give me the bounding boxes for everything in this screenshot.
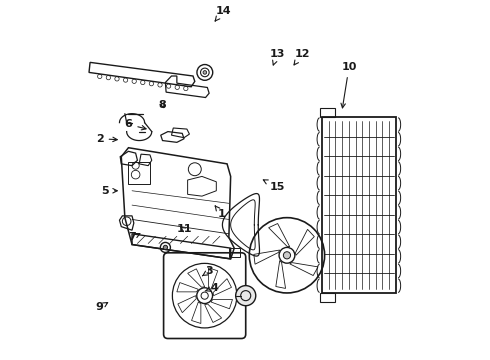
Bar	[322, 117, 395, 293]
Text: 10: 10	[341, 62, 357, 108]
Text: 2: 2	[96, 134, 117, 144]
Text: 12: 12	[294, 49, 310, 65]
Bar	[229, 248, 240, 257]
Circle shape	[163, 245, 168, 249]
Text: 11: 11	[176, 225, 192, 234]
Text: 14: 14	[215, 6, 231, 21]
Text: 9: 9	[96, 302, 108, 312]
Bar	[320, 108, 335, 117]
Text: 4: 4	[205, 283, 219, 293]
Text: 3: 3	[202, 266, 213, 276]
Bar	[320, 293, 335, 302]
Text: 1: 1	[215, 206, 225, 219]
Text: 8: 8	[159, 100, 167, 110]
Text: 15: 15	[263, 180, 285, 192]
Text: 7: 7	[128, 232, 140, 242]
Text: 5: 5	[101, 186, 117, 196]
Circle shape	[283, 252, 291, 259]
Circle shape	[203, 71, 207, 74]
Text: 13: 13	[270, 49, 285, 65]
Circle shape	[236, 285, 256, 306]
Text: 6: 6	[124, 120, 146, 130]
Bar	[128, 162, 150, 184]
